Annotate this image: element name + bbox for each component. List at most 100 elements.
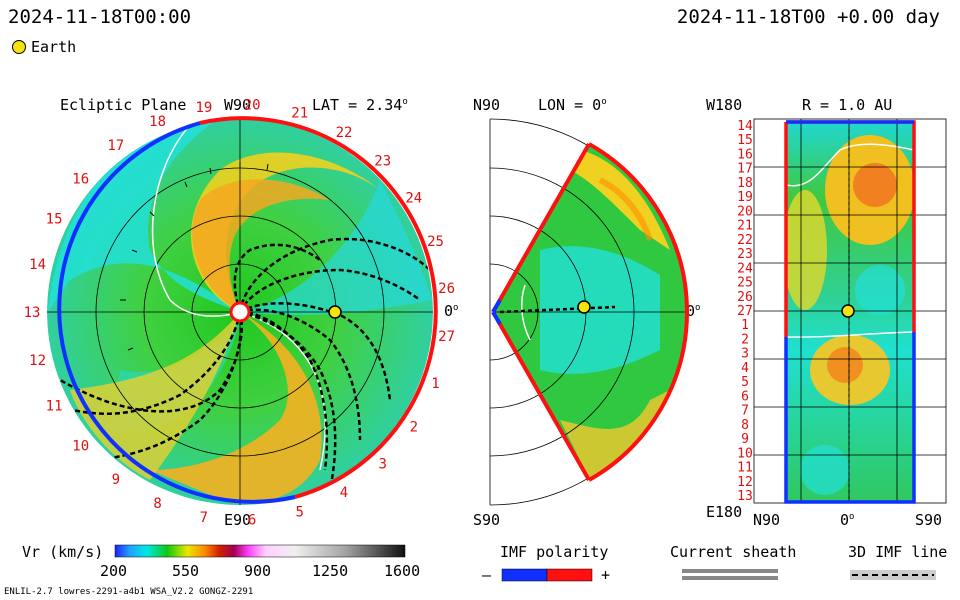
colorbar-tick-1250: 1250 xyxy=(312,562,349,580)
carrington-tick-2: 2 xyxy=(410,419,418,435)
map-y-tick-23: 23 xyxy=(737,247,753,262)
meridional-right-label: 0o xyxy=(686,302,701,320)
map-y-tick-25: 25 xyxy=(737,276,753,291)
radial-x-tick-0: 0o xyxy=(840,511,855,529)
meridional-plane-plot xyxy=(489,118,689,506)
radial-map-y-ticks: 1415161718192021222324252627123456789101… xyxy=(737,119,753,504)
carrington-tick-3: 3 xyxy=(378,456,386,472)
map-y-tick-2: 2 xyxy=(741,333,749,348)
footer-run-info: ENLIL-2.7 lowres-2291-a4b1 WSA_V2.2 GONG… xyxy=(4,587,254,597)
earth-legend-marker xyxy=(12,40,26,54)
carrington-tick-24: 24 xyxy=(405,191,422,207)
map-y-tick-5: 5 xyxy=(741,375,749,390)
carrington-tick-18: 18 xyxy=(149,114,166,130)
colorbar-tick-550: 550 xyxy=(172,562,200,580)
map-y-tick-4: 4 xyxy=(741,361,749,376)
carrington-tick-5: 5 xyxy=(295,504,303,520)
right-timestamp: 2024-11-18T00 +0.00 day xyxy=(676,6,940,28)
radial-bottom-label: E180 xyxy=(706,503,743,521)
radial-x-tick-n90: N90 xyxy=(753,511,781,529)
radial-map-plot xyxy=(753,118,947,504)
sun-marker xyxy=(229,301,251,323)
map-y-tick-8: 8 xyxy=(741,418,749,433)
carrington-tick-19: 19 xyxy=(195,100,212,116)
carrington-tick-27: 27 xyxy=(438,329,455,345)
carrington-tick-20: 20 xyxy=(244,97,261,113)
carrington-tick-26: 26 xyxy=(438,281,455,297)
carrington-tick-1: 1 xyxy=(431,376,439,392)
map-y-tick-18: 18 xyxy=(737,176,753,191)
colorbar-label: Vr (km/s) xyxy=(22,543,104,561)
map-y-tick-10: 10 xyxy=(737,446,753,461)
carrington-tick-13: 13 xyxy=(24,305,41,321)
radial-r-label: R = 1.0 AU xyxy=(802,96,893,114)
meridional-top-label: N90 xyxy=(473,96,501,114)
carrington-tick-8: 8 xyxy=(153,496,161,512)
vr-colorbar xyxy=(114,544,406,558)
colorbar-tick-1600: 1600 xyxy=(384,562,421,580)
sheath-title: Current sheath xyxy=(670,543,797,561)
carrington-tick-6: 6 xyxy=(248,513,256,529)
lon-label: LON = 0o xyxy=(538,96,607,114)
ecliptic-title: Ecliptic Plane xyxy=(60,96,187,114)
left-timestamp: 2024-11-18T00:00 xyxy=(8,6,192,28)
carrington-tick-22: 22 xyxy=(336,125,353,141)
map-y-tick-13: 13 xyxy=(737,489,753,504)
colorbar-tick-200: 200 xyxy=(100,562,128,580)
map-y-tick-17: 17 xyxy=(737,162,753,177)
carrington-tick-9: 9 xyxy=(112,472,120,488)
carrington-tick-14: 14 xyxy=(29,257,46,273)
map-y-tick-9: 9 xyxy=(741,432,749,447)
ecliptic-ticks xyxy=(120,162,269,351)
carrington-tick-23: 23 xyxy=(374,154,391,170)
carrington-tick-25: 25 xyxy=(427,234,444,250)
carrington-tick-17: 17 xyxy=(107,138,124,154)
ecliptic-bottom-label: E90 xyxy=(224,511,252,529)
carrington-tick-16: 16 xyxy=(72,171,89,187)
imf-minus-label: – xyxy=(482,566,492,584)
map-y-tick-12: 12 xyxy=(737,475,753,490)
map-y-tick-21: 21 xyxy=(737,219,753,234)
map-y-tick-19: 19 xyxy=(737,190,753,205)
map-y-tick-24: 24 xyxy=(737,261,753,276)
colorbar-tick-900: 900 xyxy=(244,562,272,580)
ecliptic-right-label: 0o xyxy=(444,302,459,320)
imf-polarity-title: IMF polarity xyxy=(500,543,609,561)
meridional-bottom-label: S90 xyxy=(473,511,501,529)
radial-top-label: W180 xyxy=(706,96,743,114)
carrington-tick-10: 10 xyxy=(72,439,89,455)
ecliptic-boundary-positive xyxy=(199,116,438,499)
map-y-tick-26: 26 xyxy=(737,290,753,305)
radial-x-tick-s90: S90 xyxy=(915,511,943,529)
earth-marker-map xyxy=(841,304,855,318)
map-y-tick-1: 1 xyxy=(741,318,749,333)
map-y-tick-6: 6 xyxy=(741,389,749,404)
map-y-tick-27: 27 xyxy=(737,304,753,319)
ecliptic-boundary-negative xyxy=(57,121,296,504)
map-y-tick-3: 3 xyxy=(741,347,749,362)
carrington-tick-7: 7 xyxy=(200,510,208,526)
carrington-tick-21: 21 xyxy=(291,106,308,122)
carrington-tick-labels: 19 20212223242526271234567891011121314151… xyxy=(24,97,455,528)
imfline-title: 3D IMF line xyxy=(848,543,948,561)
map-y-tick-16: 16 xyxy=(737,148,753,163)
imf-negative-swatch xyxy=(501,568,548,582)
carrington-tick-4: 4 xyxy=(340,485,348,501)
imf-plus-label: + xyxy=(601,566,611,584)
sheath-swatch-bottom xyxy=(682,576,778,580)
map-y-tick-15: 15 xyxy=(737,133,753,148)
map-y-tick-20: 20 xyxy=(737,204,753,219)
imf-positive-swatch xyxy=(546,568,593,582)
carrington-tick-11: 11 xyxy=(46,398,63,414)
map-y-tick-11: 11 xyxy=(737,461,753,476)
earth-marker-ecliptic xyxy=(328,305,342,319)
carrington-tick-15: 15 xyxy=(46,212,63,228)
sheath-swatch-top xyxy=(682,569,778,573)
earth-marker-meridional xyxy=(577,300,591,314)
ecliptic-top-label: W90 xyxy=(224,96,252,114)
carrington-tick-12: 12 xyxy=(29,353,46,369)
map-y-tick-22: 22 xyxy=(737,233,753,248)
earth-legend-label: Earth xyxy=(31,38,77,56)
lat-label: LAT = 2.34o xyxy=(312,96,408,114)
